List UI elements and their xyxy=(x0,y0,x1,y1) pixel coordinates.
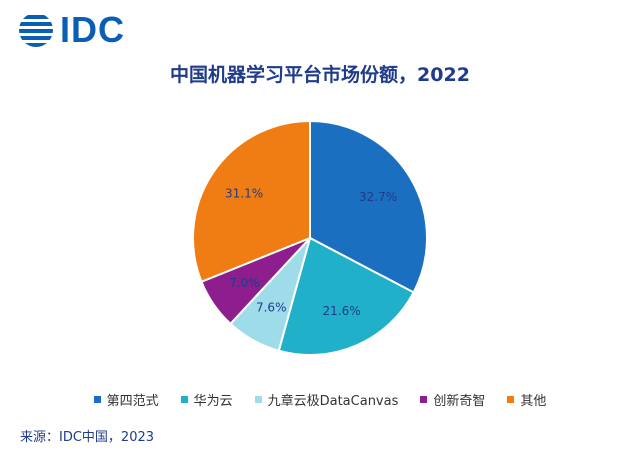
legend-swatch xyxy=(420,396,428,403)
idc-logo: IDC xyxy=(18,12,125,48)
pie-slice xyxy=(309,119,428,294)
slice-label: 7.6% xyxy=(256,300,287,314)
chart-title: 中国机器学习平台市场份额，2022 xyxy=(170,64,470,86)
legend-swatch xyxy=(254,396,262,403)
globe-icon xyxy=(19,15,53,47)
slice-label: 21.6% xyxy=(323,304,361,318)
legend-item: 创新奇智 xyxy=(420,390,485,409)
slice-label: 7.0% xyxy=(229,276,260,290)
legend-label: 第四范式 xyxy=(106,394,159,409)
slice-label: 32.7% xyxy=(359,190,397,204)
pie-slice xyxy=(277,236,415,356)
legend-label: 九章云极DataCanvas xyxy=(267,394,399,409)
pie-slice xyxy=(192,119,311,284)
logo-text: IDC xyxy=(60,9,125,50)
legend-item: 第四范式 xyxy=(93,390,159,409)
source-note: 来源：IDC中国，2023 xyxy=(20,430,155,445)
chart-legend: 第四范式 华为云 九章云极DataCanvas 创新奇智 其他 xyxy=(0,390,640,409)
legend-label: 华为云 xyxy=(193,394,233,409)
legend-swatch xyxy=(93,396,101,403)
slice-label: 31.1% xyxy=(225,186,263,200)
legend-label: 创新奇智 xyxy=(433,394,486,409)
legend-item: 华为云 xyxy=(180,390,233,409)
legend-item: 九章云极DataCanvas xyxy=(254,390,399,409)
legend-swatch xyxy=(507,396,515,403)
legend-item: 其他 xyxy=(507,390,546,409)
legend-label: 其他 xyxy=(520,394,547,409)
legend-swatch xyxy=(180,396,188,403)
